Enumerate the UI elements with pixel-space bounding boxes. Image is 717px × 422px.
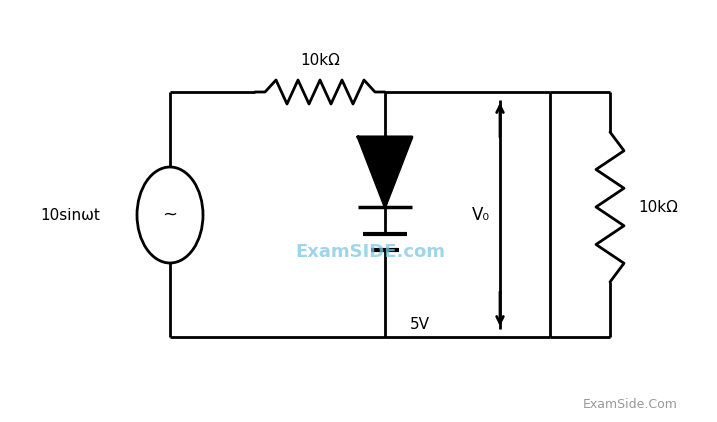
Text: V₀: V₀	[472, 206, 490, 224]
Text: 10sinωt: 10sinωt	[40, 208, 100, 222]
Polygon shape	[358, 137, 412, 207]
Text: 10kΩ: 10kΩ	[638, 200, 678, 214]
Text: 5V: 5V	[410, 317, 430, 332]
Text: ExamSIDE.com: ExamSIDE.com	[295, 243, 445, 261]
Text: 10kΩ: 10kΩ	[300, 52, 340, 68]
Text: ExamSide.Com: ExamSide.Com	[582, 398, 678, 411]
Text: ~: ~	[163, 206, 178, 224]
